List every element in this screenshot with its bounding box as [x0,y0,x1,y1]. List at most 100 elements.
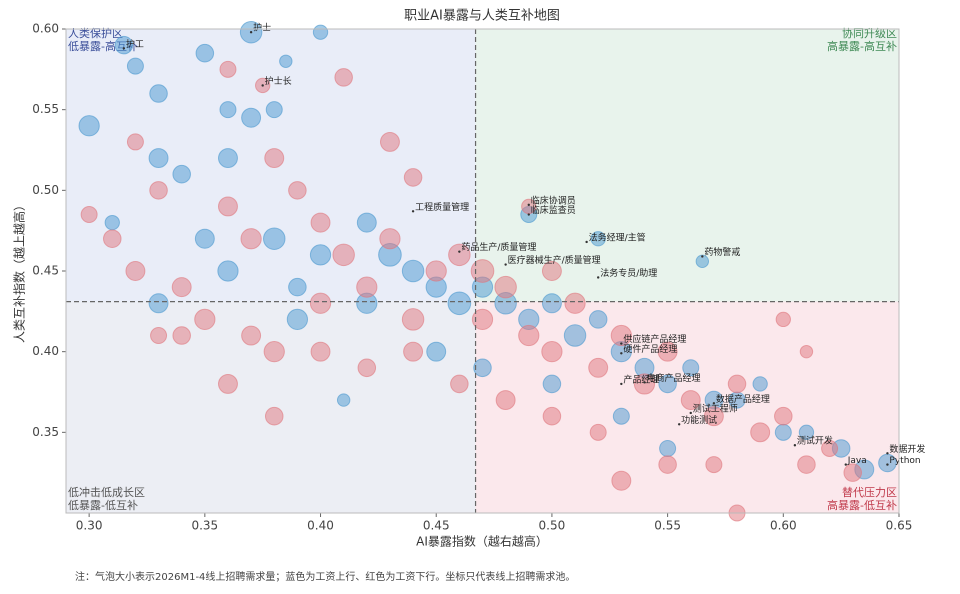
annotation-point [504,263,507,266]
plot-area: 人类保护区低暴露-高互补协同升级区高暴露-高互补低冲击低成长区低暴露-低互补替代… [66,20,899,522]
bubble [218,148,238,169]
annotation-label: 法务专员/助理 [600,267,657,279]
bubble [264,406,284,426]
annotation-label: 临床协调员 [531,194,576,206]
annotation-point [844,463,847,466]
annotation-label: 供应链产品经理 [623,333,686,345]
plot-frame [65,28,900,514]
bubble [703,406,724,427]
bubble [750,422,771,443]
annotation-point [701,255,704,258]
annotation-point [620,342,623,345]
bubble [148,148,169,169]
bubble [610,324,632,347]
bubble [541,261,562,281]
bubble [126,133,144,151]
annotation-point [458,250,461,253]
bubble [426,341,447,362]
annotation-label: 工程质量管理 [415,201,469,213]
y-tick-label: 0.35 [32,425,59,439]
bubble [563,324,587,347]
annotation-label: 测试开发 [797,435,833,447]
bubble [310,212,331,233]
y-tick-label: 0.55 [32,102,59,116]
bubble [126,57,144,75]
bubble [332,243,355,267]
x-tick-label: 0.50 [539,519,566,533]
bubble [312,24,329,40]
bubble [798,424,815,440]
bubble [114,35,134,55]
bubble [682,359,700,377]
bubble [336,393,351,407]
x-tick-label: 0.55 [654,519,681,533]
bubble [104,214,120,231]
annotation-label: Java [847,456,867,466]
quadrant-subtitle: 低暴露-低互补 [68,499,138,512]
bubble [379,228,401,250]
bubble [149,84,168,103]
bubble [564,292,586,314]
bubble [401,308,425,331]
annotation-point [261,84,264,87]
bubble [356,276,378,298]
y-tick-label: 0.45 [32,264,59,278]
annotation-label: Python [889,456,920,466]
quadrant-title: 人类保护区 [68,26,123,40]
bubble [218,196,238,217]
bubble [309,292,332,314]
bubble [752,376,768,392]
bubble [471,308,494,331]
bubble [149,181,168,200]
quadrant-fill [66,301,476,513]
bubble [103,229,122,248]
quadrant-title: 低冲击低成长区 [68,485,145,499]
bubble [265,101,283,119]
bubble [612,407,630,425]
bubble [588,357,609,378]
bubble [263,341,285,363]
bubble [334,68,353,87]
annotation-label: 电商产品经理 [646,372,700,384]
annotation-label: 药物警戒 [704,246,740,258]
annotation-point [643,381,646,384]
quadrant-title: 协同升级区 [842,26,897,40]
bubble [172,164,191,184]
bubble [680,390,701,411]
annotation-label: 数据开发 [889,443,925,455]
bubble [125,261,146,281]
bubble [80,206,98,224]
x-axis-label: AI暴露指数（越右越高） [416,534,548,549]
bubble [658,374,677,394]
bubble [843,463,862,482]
bubble [470,259,495,283]
bubble [194,308,216,331]
bubble [495,390,516,411]
bubble [218,373,238,394]
bubble [150,327,168,345]
bubble [541,293,562,314]
bubble [589,423,607,441]
bubble [171,277,192,298]
annotation-point [677,423,681,426]
bubble [379,131,400,152]
bubble [542,406,562,426]
y-tick-label: 0.40 [32,344,59,358]
bubble [633,373,656,395]
bubble [473,358,492,378]
annotation-point [886,452,889,455]
annotation-point [122,47,126,50]
annotation-point [620,352,623,355]
annotation-point [689,411,692,415]
annotation-label: 法务经理/主管 [589,231,646,243]
x-tick-label: 0.45 [423,519,450,533]
bubble [590,231,606,247]
chart-title: 职业AI暴露与人类互补地图 [404,9,560,24]
y-tick-label: 0.60 [32,22,59,36]
annotation-label: 药品生产/质量管理 [461,241,536,253]
bubble [401,259,425,283]
bubble [450,374,469,394]
x-tick-label: 0.40 [307,519,334,533]
bubble [286,308,309,331]
